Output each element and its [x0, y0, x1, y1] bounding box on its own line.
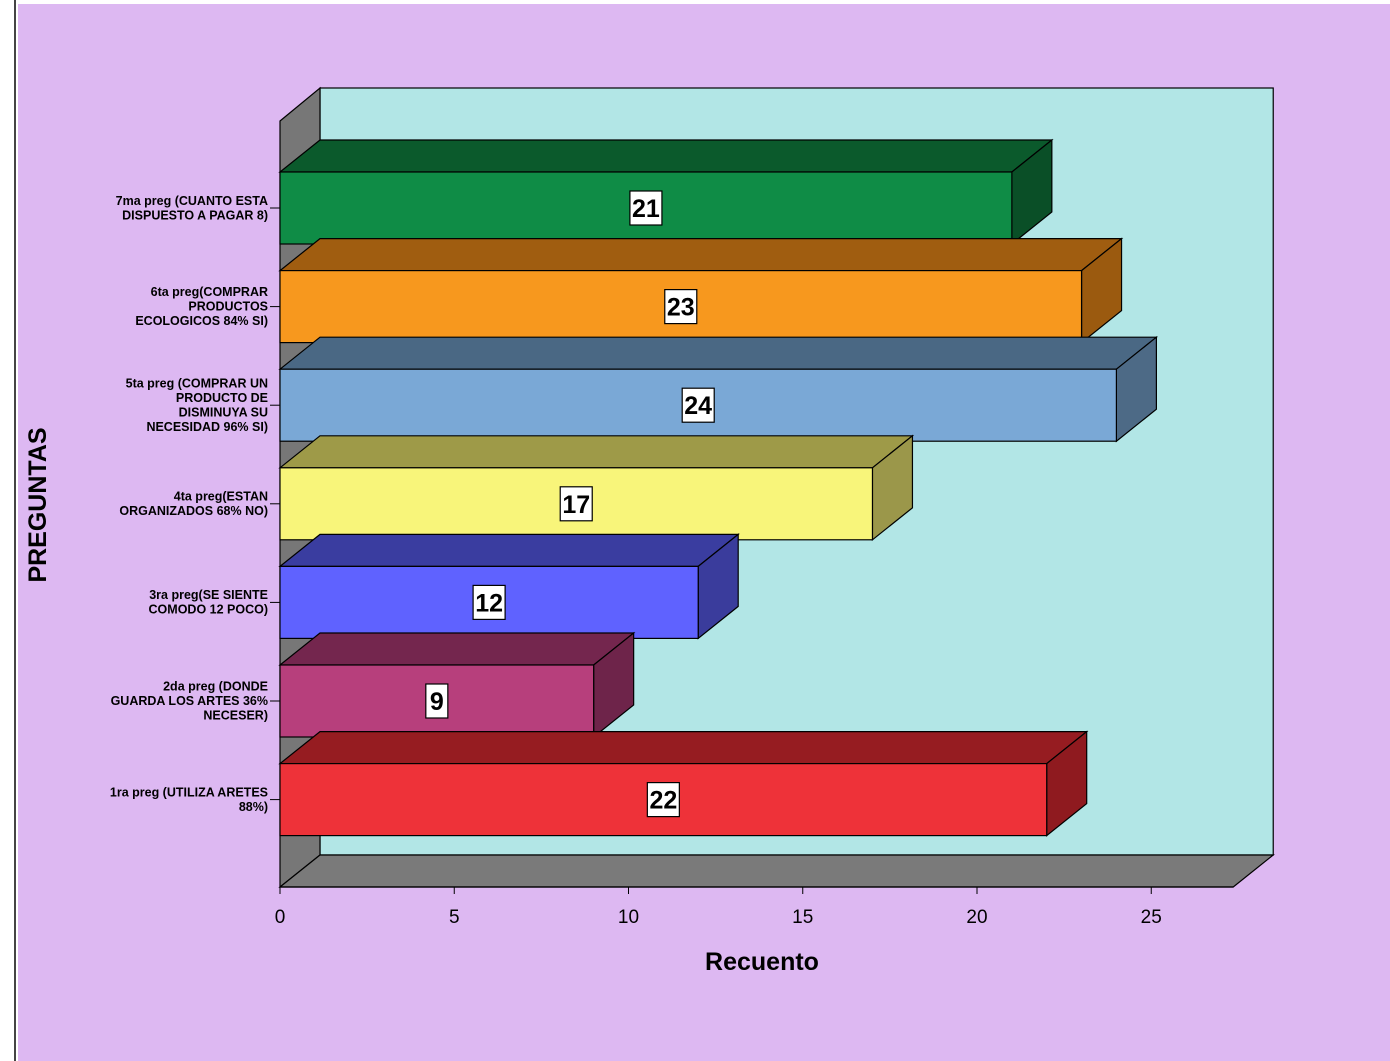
category-label: 1ra preg (UTILIZA ARETES 88%): [110, 785, 268, 814]
bar-group: [278, 631, 636, 739]
x-tick-label: 25: [1141, 907, 1162, 928]
data-label: 9: [430, 688, 444, 716]
bar-group: [278, 434, 915, 542]
data-label: 24: [684, 392, 712, 420]
x-axis-title: Recuento: [705, 948, 819, 976]
bar-top: [278, 139, 1054, 173]
bar-top: [278, 238, 1124, 272]
bar-top: [278, 533, 740, 568]
x-tick-label: 15: [792, 907, 813, 928]
data-label: 21: [632, 195, 660, 223]
chart-axes: [270, 207, 1234, 894]
data-label-box: [646, 781, 680, 818]
bar-group: [278, 533, 740, 640]
chart-labels: 21 7ma preg (CUANTO ESTA DISPUESTO A PAGAR…: [24, 190, 1162, 976]
category-label: 3ra preg(SE SIENTE COMODO 12 POCO): [149, 588, 268, 617]
y-axis-title: PREGUNTAS: [24, 427, 52, 582]
data-label-box: [681, 387, 715, 423]
bar-top: [278, 435, 915, 469]
data-label: 22: [649, 787, 677, 815]
floor: [278, 854, 1275, 888]
data-label: 12: [475, 589, 503, 617]
data-label-box: [425, 683, 449, 719]
category-label: 2da preg (DONDE GUARDA LOS ARTES 36% NECES…: [111, 680, 268, 723]
bar-group: [278, 237, 1124, 344]
data-label-box: [472, 584, 506, 621]
x-tick-label: 0: [275, 907, 286, 928]
data-label-box: [664, 289, 698, 325]
x-tick-label: 5: [449, 907, 460, 928]
data-label-box: [629, 190, 663, 226]
x-tick-label: 20: [966, 907, 987, 928]
data-label: 23: [667, 294, 695, 322]
data-label-box: [559, 486, 593, 522]
bar-group: [278, 730, 1089, 837]
category-label: 6ta preg(COMPRAR PRODUCTOS ECOLOGICOS 84% …: [135, 285, 268, 328]
bar-series: [278, 138, 1159, 837]
bar-top: [278, 632, 636, 666]
category-label: 4ta preg(ESTAN ORGANIZADOS 68% NO): [119, 490, 268, 519]
bar-group: [278, 138, 1054, 246]
category-label: 5ta preg (COMPRAR UN PRODUCTO DE DISMINUYA…: [126, 376, 268, 434]
bar-top: [278, 730, 1089, 765]
data-label: 17: [562, 491, 590, 519]
bar-top: [278, 336, 1159, 370]
x-tick-label: 10: [618, 907, 639, 928]
bar-group: [278, 335, 1159, 443]
category-label: 7ma preg (CUANTO ESTA DISPUESTO A PAGAR 8…: [116, 194, 268, 223]
